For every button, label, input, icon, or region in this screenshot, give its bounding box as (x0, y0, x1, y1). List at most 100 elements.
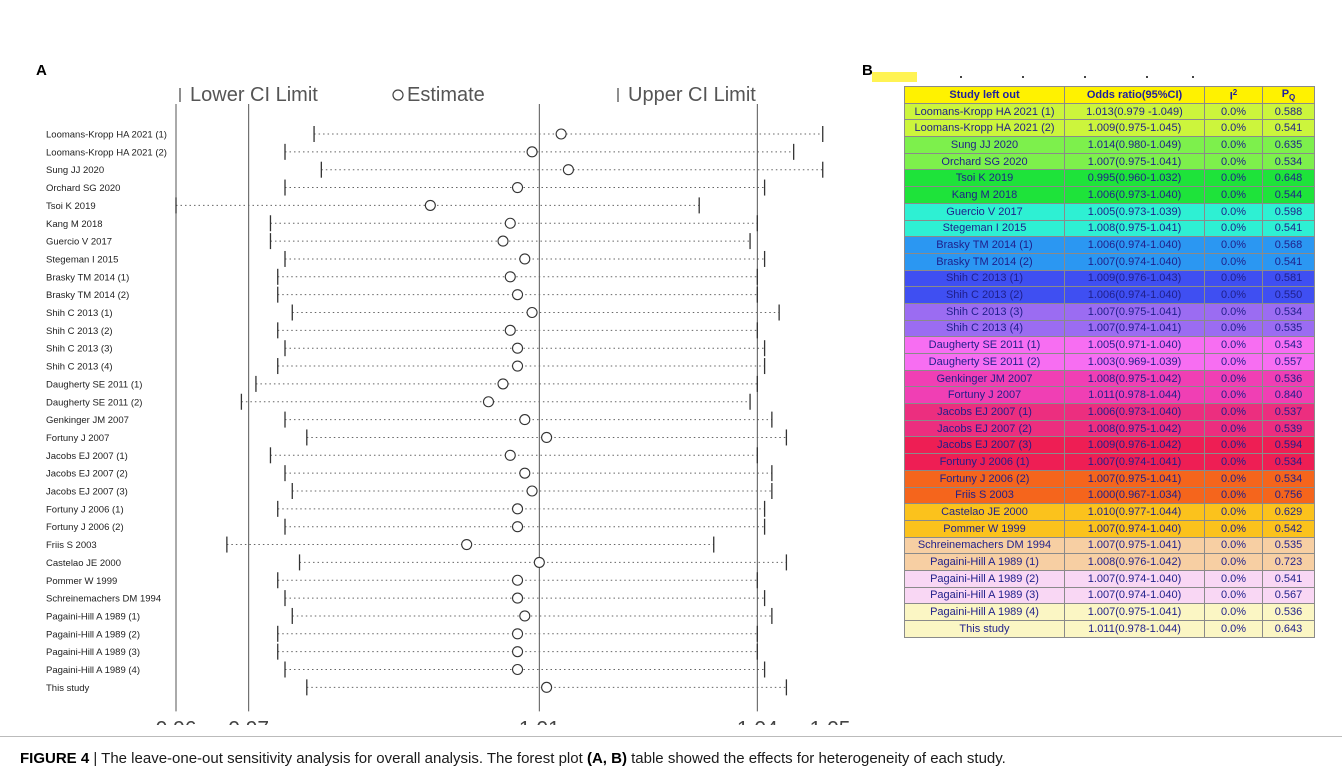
cell-pq: 0.557 (1262, 353, 1315, 371)
cell-i2: 0.0% (1204, 569, 1263, 588)
estimate-point (519, 253, 531, 265)
estimate-point (519, 467, 531, 479)
cell-i2: 0.0% (1204, 336, 1263, 354)
cell-study: Loomans-Kropp HA 2021 (1) (904, 102, 1065, 121)
study-label: Guercio V 2017 (46, 237, 112, 248)
study-label: Schreinemachers DM 1994 (46, 594, 161, 605)
study-label: Loomans-Kropp HA 2021 (1) (46, 130, 167, 141)
table-row: Pommer W 1999 1.007(0.974-1.040) 0.0% 0.542 (904, 519, 1315, 538)
cell-pq: 0.536 (1262, 603, 1315, 621)
legend-upper-label: Upper CI Limit (628, 84, 756, 106)
cell-odds-ratio: 0.995(0.960-1.032) (1064, 169, 1205, 188)
study-label: Pagaini-Hill A 1989 (3) (46, 647, 140, 658)
table-row: Tsoi K 2019 0.995(0.960-1.032) 0.0% 0.648 (904, 169, 1315, 188)
cell-odds-ratio: 1.011(0.978-1.044) (1064, 386, 1205, 405)
cell-study: Friis S 2003 (904, 486, 1065, 505)
cell-study: Fortuny J 2006 (2) (904, 469, 1065, 488)
cell-i2: 0.0% (1204, 369, 1263, 388)
cell-study: Loomans-Kropp HA 2021 (2) (904, 119, 1065, 138)
caption-figure-number: FIGURE 4 (20, 750, 90, 767)
estimate-point (424, 199, 436, 211)
table-row: Brasky TM 2014 (1) 1.006(0.974-1.040) 0.0%… (904, 236, 1315, 254)
table-row: Shih C 2013 (2) 1.006(0.974-1.040) 0.0% 0.5… (904, 286, 1315, 304)
estimate-point (526, 485, 538, 497)
estimate-point (541, 681, 553, 693)
estimate-point (526, 146, 538, 158)
study-label: Pommer W 1999 (46, 576, 117, 587)
estimate-point (541, 431, 553, 444)
table-row: Jacobs EJ 2007 (1) 1.006(0.973-1.040) 0.0%… (904, 403, 1315, 421)
table-row: Orchard SG 2020 1.007(0.975-1.041) 0.0% 0.5… (904, 152, 1315, 171)
estimate-point (511, 503, 524, 515)
table-row: Jacobs EJ 2007 (2) 1.008(0.975-1.042) 0.0%… (904, 419, 1315, 438)
cell-i2: 0.0% (1204, 236, 1263, 254)
cell-odds-ratio: 1.009(0.976-1.043) (1064, 269, 1205, 288)
cell-i2: 0.0% (1204, 169, 1263, 188)
estimate-point (504, 271, 516, 283)
cell-odds-ratio: 1.007(0.974-1.040) (1064, 569, 1205, 588)
table-row: Shih C 2013 (3) 1.007(0.975-1.041) 0.0% 0.5… (904, 302, 1315, 321)
cell-i2: 0.0% (1204, 269, 1263, 288)
estimate-point (526, 306, 538, 319)
table-row: Pagaini-Hill A 1989 (4) 1.007(0.975-1.041… (904, 603, 1315, 621)
cell-odds-ratio: 1.007(0.974-1.040) (1064, 586, 1205, 605)
cell-i2: 0.0% (1204, 469, 1263, 488)
cell-i2: 0.0% (1204, 152, 1263, 171)
estimate-point (511, 342, 524, 354)
table-row: Fortuny J 2006 (2) 1.007(0.975-1.041) 0.0%… (904, 469, 1315, 488)
header-odds-ratio: Odds ratio(95%CI) (1064, 86, 1205, 104)
estimate-point (519, 414, 531, 426)
cell-i2: 0.0% (1204, 503, 1263, 521)
cell-pq: 0.648 (1262, 169, 1315, 188)
estimate-point (511, 574, 524, 586)
cell-i2: 0.0% (1204, 252, 1263, 271)
cell-pq: 0.598 (1262, 202, 1315, 221)
cell-i2: 0.0% (1204, 119, 1263, 138)
study-label: Loomans-Kropp HA 2021 (2) (46, 147, 167, 158)
table-row: Fortuny J 2006 (1) 1.007(0.974-1.041) 0.0%… (904, 453, 1315, 471)
cell-odds-ratio: 1.003(0.969-1.039) (1064, 353, 1205, 371)
cell-i2: 0.0% (1204, 620, 1263, 638)
table-row: Jacobs EJ 2007 (3) 1.009(0.976-1.042) 0.0%… (904, 436, 1315, 455)
study-label: Pagaini-Hill A 1989 (2) (46, 629, 140, 640)
cell-study: Orchard SG 2020 (904, 152, 1065, 171)
estimate-point (511, 289, 524, 301)
cell-pq: 0.539 (1262, 419, 1315, 438)
cell-study: Sung JJ 2020 (904, 136, 1065, 154)
cell-odds-ratio: 1.013(0.979 -1.049) (1064, 102, 1205, 121)
study-label: Orchard SG 2020 (46, 183, 120, 194)
study-label: Jacobs EJ 2007 (1) (46, 451, 128, 462)
cell-study: Brasky TM 2014 (1) (904, 236, 1065, 254)
estimate-point (504, 449, 516, 461)
caption-separator: | (89, 750, 102, 767)
cell-i2: 0.0% (1204, 286, 1263, 304)
cell-study: This study (904, 620, 1065, 638)
estimate-point (555, 128, 567, 140)
cell-i2: 0.0% (1204, 603, 1263, 621)
table-row: Friis S 2003 1.000(0.967-1.034) 0.0% 0.756 (904, 486, 1315, 505)
cell-pq: 0.550 (1262, 286, 1315, 304)
forest-plot: Lower CI Limit Estimate Upper CI Limit Loom… (46, 84, 851, 725)
estimate-point (497, 235, 509, 247)
cell-pq: 0.643 (1262, 620, 1315, 638)
estimate-point (497, 378, 509, 390)
estimate-point (511, 646, 524, 658)
table-row: Pagaini-Hill A 1989 (3) 1.007(0.974-1.040… (904, 586, 1315, 605)
cell-study: Schreinemachers DM 1994 (904, 536, 1065, 555)
table-row: Shih C 2013 (1) 1.009(0.976-1.043) 0.0% 0.5… (904, 269, 1315, 288)
study-label: Tsoi K 2019 (46, 201, 96, 212)
cell-odds-ratio: 1.007(0.975-1.041) (1064, 469, 1205, 488)
cell-study: Tsoi K 2019 (904, 169, 1065, 188)
header-pq: PQ (1262, 86, 1315, 104)
cell-study: Jacobs EJ 2007 (3) (904, 436, 1065, 455)
cell-study: Daugherty SE 2011 (1) (904, 336, 1065, 354)
x-tick-label: 0.96 (156, 717, 197, 725)
cell-pq: 0.535 (1262, 536, 1315, 555)
cell-odds-ratio: 1.007(0.974-1.040) (1064, 252, 1205, 271)
header-i2: I2 (1204, 86, 1263, 104)
estimate-point (511, 360, 524, 372)
cell-i2: 0.0% (1204, 186, 1263, 204)
x-tick-label: 1.05 (810, 717, 851, 725)
cell-pq: 0.544 (1262, 186, 1315, 204)
